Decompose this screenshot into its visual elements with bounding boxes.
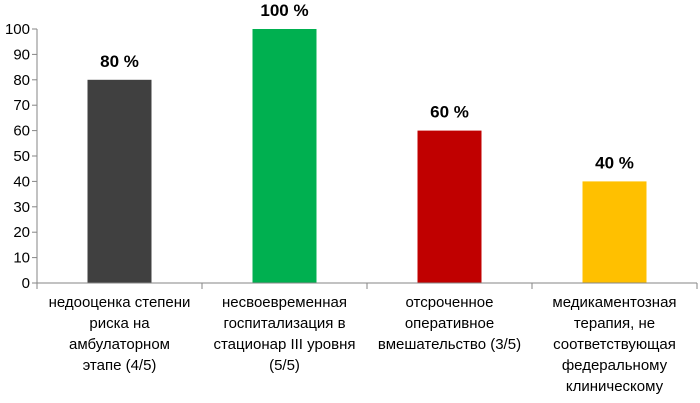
x-category-label: отсроченное оперативное вмешательство (3/5…	[378, 294, 521, 353]
y-axis: 0 10 20 30 40 50 60 70 80 90 100	[5, 21, 38, 292]
y-tick-label: 90	[13, 46, 30, 63]
y-tick-label: 60	[13, 123, 30, 140]
x-category-label-line: риска на	[89, 315, 150, 332]
y-tick-label: 30	[13, 199, 30, 216]
bar	[252, 29, 317, 283]
y-tick-label: 0	[22, 275, 30, 292]
x-category-label-line: клиническому	[566, 378, 664, 395]
bars: 80 % 100 % 60 % 40 %	[87, 1, 647, 283]
x-category-label-line: терапия, не	[574, 315, 655, 332]
bar-value-label: 100 %	[260, 1, 308, 20]
x-category-label-line: федеральному	[562, 357, 668, 374]
y-tick-label: 40	[13, 173, 30, 190]
y-tick-label: 70	[13, 97, 30, 114]
x-category-label-line: медикаментозная	[552, 294, 676, 311]
x-category-label-line: (5/5)	[269, 357, 300, 374]
x-category-label-line: соответствующая	[553, 336, 676, 353]
x-category-label-line: отсроченное	[406, 294, 494, 311]
x-axis: недооценка степени риска на амбулаторном эт…	[36, 282, 698, 395]
y-tick-label: 50	[13, 148, 30, 165]
y-tick-label: 10	[13, 250, 30, 267]
bar	[87, 79, 152, 283]
bar-value-label: 40 %	[595, 153, 634, 172]
x-category-label-line: этапе (4/5)	[83, 357, 157, 374]
x-category-label-line: недооценка степени	[49, 294, 191, 311]
bar	[582, 181, 647, 283]
x-category-label-line: вмешательство (3/5)	[378, 336, 521, 353]
x-category-label: несвоевременная госпитализация в стационар…	[213, 294, 355, 374]
x-category-label-line: амбулаторном	[69, 336, 170, 353]
bar	[417, 130, 482, 283]
x-category-label: медикаментозная терапия, не соответствующа…	[552, 294, 676, 395]
y-tick-label: 20	[13, 224, 30, 241]
x-category-label-line: оперативное	[405, 315, 494, 332]
x-category-label-line: госпитализация в	[223, 315, 345, 332]
bar-value-label: 80 %	[100, 52, 139, 71]
x-category-label: недооценка степени риска на амбулаторном эт…	[49, 294, 191, 374]
y-tick-label: 100	[5, 21, 30, 38]
bar-value-label: 60 %	[430, 103, 469, 122]
x-category-label-line: стационар III уровня	[213, 336, 355, 353]
x-category-label-line: несвоевременная	[222, 294, 347, 311]
y-tick-label: 80	[13, 72, 30, 89]
